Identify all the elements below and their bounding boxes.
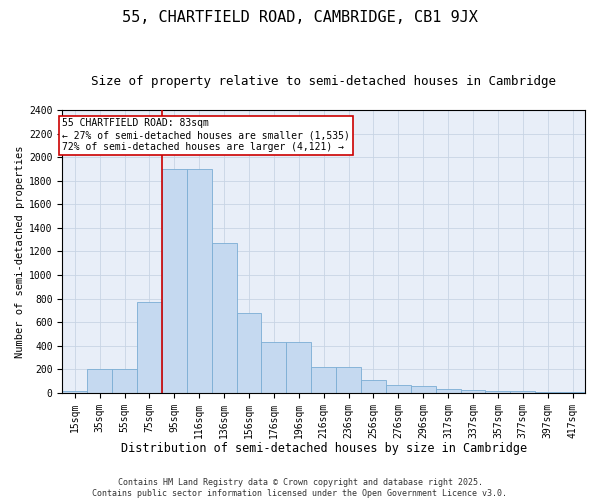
Bar: [137, 302, 162, 393]
Bar: [485, 391, 511, 393]
Bar: [511, 392, 535, 393]
Bar: [62, 390, 87, 393]
Bar: [236, 312, 262, 393]
Bar: [187, 169, 212, 393]
Bar: [311, 367, 336, 393]
Bar: [87, 370, 112, 393]
Text: Contains HM Land Registry data © Crown copyright and database right 2025.
Contai: Contains HM Land Registry data © Crown c…: [92, 478, 508, 498]
Bar: [361, 380, 386, 393]
Bar: [560, 392, 585, 393]
X-axis label: Distribution of semi-detached houses by size in Cambridge: Distribution of semi-detached houses by …: [121, 442, 527, 455]
Text: 55, CHARTFIELD ROAD, CAMBRIDGE, CB1 9JX: 55, CHARTFIELD ROAD, CAMBRIDGE, CB1 9JX: [122, 10, 478, 25]
Bar: [112, 370, 137, 393]
Bar: [262, 342, 286, 393]
Text: 55 CHARTFIELD ROAD: 83sqm
← 27% of semi-detached houses are smaller (1,535)
72% : 55 CHARTFIELD ROAD: 83sqm ← 27% of semi-…: [62, 118, 350, 152]
Bar: [386, 385, 411, 393]
Bar: [162, 169, 187, 393]
Y-axis label: Number of semi-detached properties: Number of semi-detached properties: [15, 145, 25, 358]
Bar: [436, 390, 461, 393]
Bar: [286, 342, 311, 393]
Title: Size of property relative to semi-detached houses in Cambridge: Size of property relative to semi-detach…: [91, 75, 556, 88]
Bar: [411, 386, 436, 393]
Bar: [461, 390, 485, 393]
Bar: [535, 392, 560, 393]
Bar: [336, 367, 361, 393]
Bar: [212, 243, 236, 393]
